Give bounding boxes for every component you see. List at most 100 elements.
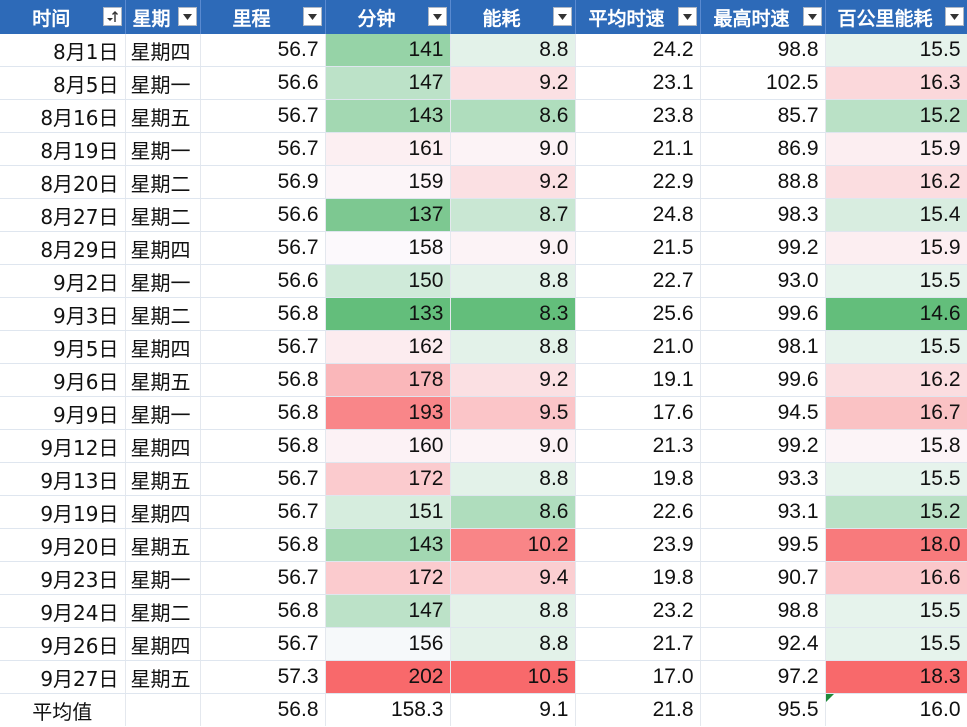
cell-date[interactable]: 8月19日 bbox=[0, 132, 126, 166]
cell-weekday[interactable]: 星期五 bbox=[125, 99, 201, 133]
cell-weekday[interactable]: 星期一 bbox=[125, 264, 201, 298]
filter-dropdown-icon[interactable] bbox=[802, 7, 822, 26]
cell-max-speed[interactable]: 98.8 bbox=[700, 34, 826, 67]
cell-avg-speed[interactable]: 21.3 bbox=[575, 429, 701, 463]
cell-energy[interactable]: 10.2 bbox=[450, 528, 576, 562]
header-energy[interactable]: 能耗 bbox=[450, 0, 576, 34]
cell-avg-speed[interactable]: 21.0 bbox=[575, 330, 701, 364]
cell-energy-per-100km[interactable]: 15.5 bbox=[825, 330, 967, 364]
sort-ascending-icon[interactable] bbox=[102, 7, 122, 26]
cell-minutes[interactable]: 133 bbox=[325, 297, 451, 331]
cell-energy[interactable]: 9.0 bbox=[450, 231, 576, 265]
cell-max-speed[interactable]: 98.1 bbox=[700, 330, 826, 364]
cell-energy[interactable]: 8.8 bbox=[450, 627, 576, 661]
cell-max-speed[interactable]: 86.9 bbox=[700, 132, 826, 166]
cell-distance[interactable]: 56.7 bbox=[200, 231, 326, 265]
cell-energy[interactable]: 8.8 bbox=[450, 462, 576, 496]
cell-max-speed[interactable]: 94.5 bbox=[700, 396, 826, 430]
cell-date[interactable]: 9月20日 bbox=[0, 528, 126, 562]
cell-max-speed[interactable]: 93.0 bbox=[700, 264, 826, 298]
cell-energy[interactable]: 8.8 bbox=[450, 330, 576, 364]
cell-avg-speed[interactable]: 22.6 bbox=[575, 495, 701, 529]
cell-minutes[interactable]: 147 bbox=[325, 594, 451, 628]
cell-minutes[interactable]: 172 bbox=[325, 462, 451, 496]
cell-date[interactable]: 8月20日 bbox=[0, 165, 126, 199]
cell-max-speed[interactable]: 90.7 bbox=[700, 561, 826, 595]
cell-date[interactable]: 9月9日 bbox=[0, 396, 126, 430]
cell-minutes[interactable]: 172 bbox=[325, 561, 451, 595]
average-energy-per-100km[interactable]: 16.0 bbox=[825, 693, 967, 726]
filter-dropdown-icon[interactable] bbox=[302, 7, 322, 26]
cell-max-speed[interactable]: 85.7 bbox=[700, 99, 826, 133]
cell-energy[interactable]: 8.8 bbox=[450, 594, 576, 628]
header-minutes[interactable]: 分钟 bbox=[325, 0, 451, 34]
average-energy[interactable]: 9.1 bbox=[450, 693, 576, 726]
cell-date[interactable]: 9月5日 bbox=[0, 330, 126, 364]
cell-avg-speed[interactable]: 19.8 bbox=[575, 462, 701, 496]
cell-max-speed[interactable]: 97.2 bbox=[700, 660, 826, 694]
cell-weekday[interactable]: 星期四 bbox=[125, 495, 201, 529]
cell-weekday[interactable]: 星期二 bbox=[125, 165, 201, 199]
header-date[interactable]: 时间 bbox=[0, 0, 126, 34]
cell-max-speed[interactable]: 93.3 bbox=[700, 462, 826, 496]
cell-distance[interactable]: 56.7 bbox=[200, 99, 326, 133]
cell-energy[interactable]: 8.8 bbox=[450, 264, 576, 298]
cell-energy-per-100km[interactable]: 15.5 bbox=[825, 264, 967, 298]
cell-avg-speed[interactable]: 23.2 bbox=[575, 594, 701, 628]
cell-distance[interactable]: 56.8 bbox=[200, 528, 326, 562]
cell-weekday[interactable]: 星期五 bbox=[125, 528, 201, 562]
cell-distance[interactable]: 56.7 bbox=[200, 330, 326, 364]
filter-dropdown-icon[interactable] bbox=[552, 7, 572, 26]
cell-weekday[interactable]: 星期二 bbox=[125, 297, 201, 331]
filter-dropdown-icon[interactable] bbox=[677, 7, 697, 26]
cell-minutes[interactable]: 162 bbox=[325, 330, 451, 364]
header-energy-per-100km[interactable]: 百公里能耗 bbox=[825, 0, 967, 34]
cell-weekday[interactable]: 星期二 bbox=[125, 594, 201, 628]
cell-weekday[interactable]: 星期四 bbox=[125, 330, 201, 364]
cell-minutes[interactable]: 151 bbox=[325, 495, 451, 529]
cell-energy-per-100km[interactable]: 15.5 bbox=[825, 627, 967, 661]
cell-energy-per-100km[interactable]: 15.8 bbox=[825, 429, 967, 463]
cell-date[interactable]: 9月13日 bbox=[0, 462, 126, 496]
cell-max-speed[interactable]: 99.5 bbox=[700, 528, 826, 562]
cell-date[interactable]: 9月2日 bbox=[0, 264, 126, 298]
cell-avg-speed[interactable]: 24.8 bbox=[575, 198, 701, 232]
cell-avg-speed[interactable]: 23.9 bbox=[575, 528, 701, 562]
cell-minutes[interactable]: 158 bbox=[325, 231, 451, 265]
cell-date[interactable]: 8月1日 bbox=[0, 34, 126, 67]
cell-weekday[interactable]: 星期五 bbox=[125, 660, 201, 694]
cell-date[interactable]: 9月24日 bbox=[0, 594, 126, 628]
cell-distance[interactable]: 56.7 bbox=[200, 495, 326, 529]
cell-avg-speed[interactable]: 24.2 bbox=[575, 34, 701, 67]
cell-max-speed[interactable]: 92.4 bbox=[700, 627, 826, 661]
cell-avg-speed[interactable]: 21.5 bbox=[575, 231, 701, 265]
cell-weekday[interactable]: 星期一 bbox=[125, 561, 201, 595]
cell-energy[interactable]: 9.0 bbox=[450, 429, 576, 463]
cell-minutes[interactable]: 202 bbox=[325, 660, 451, 694]
cell-minutes[interactable]: 141 bbox=[325, 34, 451, 67]
cell-minutes[interactable]: 160 bbox=[325, 429, 451, 463]
cell-minutes[interactable]: 137 bbox=[325, 198, 451, 232]
cell-minutes[interactable]: 159 bbox=[325, 165, 451, 199]
cell-avg-speed[interactable]: 17.0 bbox=[575, 660, 701, 694]
cell-energy[interactable]: 9.2 bbox=[450, 165, 576, 199]
cell-energy-per-100km[interactable]: 14.6 bbox=[825, 297, 967, 331]
cell-energy-per-100km[interactable]: 15.9 bbox=[825, 132, 967, 166]
cell-date[interactable]: 9月23日 bbox=[0, 561, 126, 595]
cell-distance[interactable]: 56.6 bbox=[200, 264, 326, 298]
header-max-speed[interactable]: 最高时速 bbox=[700, 0, 826, 34]
cell-max-speed[interactable]: 102.5 bbox=[700, 66, 826, 100]
cell-energy[interactable]: 9.2 bbox=[450, 363, 576, 397]
cell-avg-speed[interactable]: 21.7 bbox=[575, 627, 701, 661]
cell-max-speed[interactable]: 99.2 bbox=[700, 231, 826, 265]
header-avg-speed[interactable]: 平均时速 bbox=[575, 0, 701, 34]
cell-energy-per-100km[interactable]: 15.9 bbox=[825, 231, 967, 265]
cell-energy[interactable]: 9.4 bbox=[450, 561, 576, 595]
filter-dropdown-icon[interactable] bbox=[944, 7, 964, 26]
cell-distance[interactable]: 56.8 bbox=[200, 396, 326, 430]
cell-weekday[interactable]: 星期五 bbox=[125, 363, 201, 397]
cell-energy-per-100km[interactable]: 16.3 bbox=[825, 66, 967, 100]
cell-max-speed[interactable]: 99.2 bbox=[700, 429, 826, 463]
cell-avg-speed[interactable]: 19.1 bbox=[575, 363, 701, 397]
cell-energy[interactable]: 8.7 bbox=[450, 198, 576, 232]
